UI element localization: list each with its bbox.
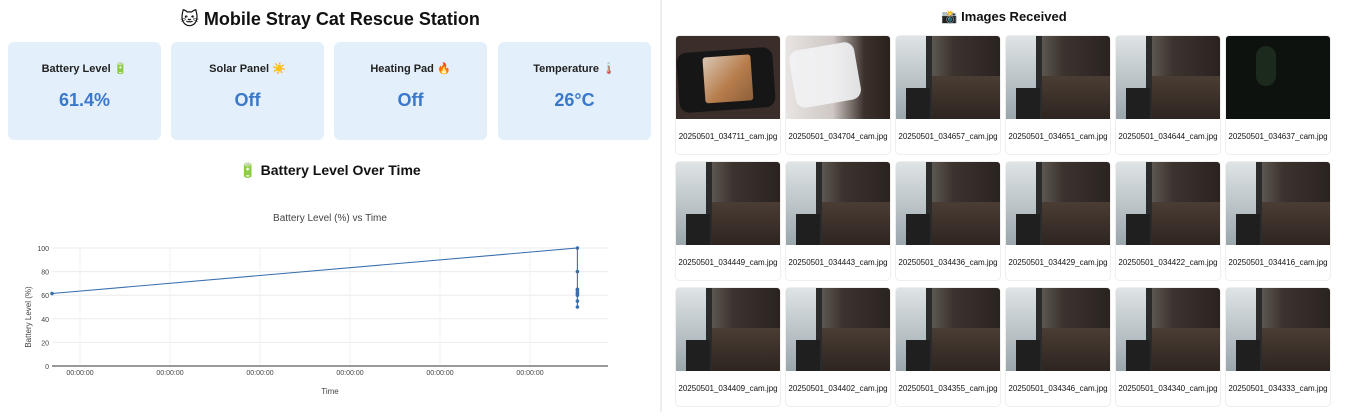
image-card[interactable]: 20250501_034711_cam.jpg bbox=[676, 36, 780, 154]
x-tick-label: 00:00:00 bbox=[516, 370, 543, 377]
image-card[interactable]: 20250501_034333_cam.jpg bbox=[1226, 288, 1330, 406]
image-card[interactable]: 20250501_034651_cam.jpg bbox=[1006, 36, 1110, 154]
image-caption: 20250501_034657_cam.jpg bbox=[898, 132, 998, 141]
image-caption: 20250501_034429_cam.jpg bbox=[1008, 258, 1108, 267]
data-point bbox=[575, 269, 580, 274]
image-caption: 20250501_034402_cam.jpg bbox=[788, 384, 888, 393]
y-tick-label: 0 bbox=[45, 364, 49, 371]
x-tick-label: 00:00:00 bbox=[426, 370, 453, 377]
camera-image[interactable] bbox=[896, 162, 1000, 245]
image-card[interactable]: 20250501_034416_cam.jpg bbox=[1226, 162, 1330, 280]
battery-chart-svg[interactable]: Battery Level (%) vs Time 0 20 40 60 80 100 00:… bbox=[0, 200, 660, 412]
image-card[interactable]: 20250501_034657_cam.jpg bbox=[896, 36, 1000, 154]
heating-value: Off bbox=[397, 90, 424, 110]
image-caption: 20250501_034409_cam.jpg bbox=[678, 384, 778, 393]
gallery-title: 📸 Images Received bbox=[941, 9, 1067, 24]
y-tick-label: 100 bbox=[37, 246, 49, 253]
x-axis-label: Time bbox=[321, 387, 339, 396]
image-card[interactable]: 20250501_034355_cam.jpg bbox=[896, 288, 1000, 406]
camera-image[interactable] bbox=[1006, 288, 1110, 371]
y-tick-label: 80 bbox=[41, 270, 49, 277]
battery-chart[interactable]: Battery Level (%) vs Time 0 20 40 60 80 100 00:… bbox=[0, 200, 660, 412]
camera-image[interactable] bbox=[786, 162, 890, 245]
image-caption: 20250501_034355_cam.jpg bbox=[898, 384, 998, 393]
image-caption: 20250501_034443_cam.jpg bbox=[788, 258, 888, 267]
image-caption: 20250501_034449_cam.jpg bbox=[678, 258, 778, 267]
camera-image[interactable] bbox=[1226, 288, 1330, 371]
camera-image[interactable] bbox=[676, 288, 780, 371]
heating-card: Heating Pad 🔥 Off bbox=[334, 42, 487, 140]
dashboard-panel: 🐱 Mobile Stray Cat Rescue Station Batter… bbox=[0, 0, 660, 412]
data-point bbox=[575, 288, 580, 293]
image-card[interactable]: 20250501_034422_cam.jpg bbox=[1116, 162, 1220, 280]
camera-image[interactable] bbox=[1116, 36, 1220, 119]
camera-image[interactable] bbox=[896, 288, 1000, 371]
image-caption: 20250501_034644_cam.jpg bbox=[1118, 132, 1218, 141]
solar-label: Solar Panel ☀️ bbox=[209, 63, 286, 75]
data-point bbox=[575, 291, 580, 296]
camera-image[interactable] bbox=[1226, 36, 1330, 119]
camera-image[interactable] bbox=[1116, 162, 1220, 245]
image-caption: 20250501_034637_cam.jpg bbox=[1228, 132, 1328, 141]
y-tick-label: 20 bbox=[41, 340, 49, 347]
data-point bbox=[575, 305, 580, 309]
battery-label: Battery Level 🔋 bbox=[41, 63, 128, 75]
x-tick-label: 00:00:00 bbox=[156, 370, 183, 377]
camera-image[interactable] bbox=[1226, 162, 1330, 245]
image-card[interactable]: 20250501_034644_cam.jpg bbox=[1116, 36, 1220, 154]
data-point bbox=[50, 291, 54, 296]
camera-image[interactable] bbox=[786, 288, 890, 371]
image-card[interactable]: 20250501_034346_cam.jpg bbox=[1006, 288, 1110, 406]
panel-divider bbox=[660, 0, 662, 412]
camera-image[interactable] bbox=[676, 162, 780, 245]
image-caption: 20250501_034704_cam.jpg bbox=[788, 132, 888, 141]
temperature-card: Temperature 🌡️ 26°C bbox=[498, 42, 651, 140]
image-caption: 20250501_034711_cam.jpg bbox=[678, 132, 778, 141]
data-point bbox=[575, 246, 580, 250]
battery-card: Battery Level 🔋 61.4% bbox=[8, 42, 161, 140]
image-card[interactable]: 20250501_034704_cam.jpg bbox=[786, 36, 890, 154]
x-tick-label: 00:00:00 bbox=[246, 370, 273, 377]
image-caption: 20250501_034416_cam.jpg bbox=[1228, 258, 1328, 267]
y-tick-label: 40 bbox=[41, 317, 49, 324]
y-axis-label: Battery Level (%) bbox=[24, 286, 33, 348]
image-card[interactable]: 20250501_034443_cam.jpg bbox=[786, 162, 890, 280]
image-card[interactable]: 20250501_034436_cam.jpg bbox=[896, 162, 1000, 280]
image-caption: 20250501_034422_cam.jpg bbox=[1118, 258, 1218, 267]
gallery-panel: 📸 Images Received 20250501_034711_cam.jp… bbox=[662, 0, 1346, 412]
page-title: 🐱 Mobile Stray Cat Rescue Station bbox=[180, 9, 480, 29]
temperature-value: 26°C bbox=[554, 90, 595, 110]
battery-value: 61.4% bbox=[58, 90, 111, 110]
data-point bbox=[575, 299, 580, 303]
chart-title: Battery Level (%) vs Time bbox=[273, 213, 387, 224]
image-caption: 20250501_034333_cam.jpg bbox=[1228, 384, 1328, 393]
y-tick-label: 60 bbox=[41, 293, 49, 300]
image-card[interactable]: 20250501_034402_cam.jpg bbox=[786, 288, 890, 406]
camera-image[interactable] bbox=[1116, 288, 1220, 371]
camera-image[interactable] bbox=[676, 36, 780, 119]
image-card[interactable]: 20250501_034340_cam.jpg bbox=[1116, 288, 1220, 406]
status-cards: Battery Level 🔋 61.4% Solar Panel ☀️ Off… bbox=[8, 42, 652, 140]
image-card[interactable]: 20250501_034637_cam.jpg bbox=[1226, 36, 1330, 154]
camera-image[interactable] bbox=[786, 36, 890, 119]
camera-image[interactable] bbox=[1006, 162, 1110, 245]
camera-image[interactable] bbox=[896, 36, 1000, 119]
series-line bbox=[51, 247, 578, 307]
image-caption: 20250501_034346_cam.jpg bbox=[1008, 384, 1108, 393]
image-caption: 20250501_034436_cam.jpg bbox=[898, 258, 998, 267]
image-caption: 20250501_034651_cam.jpg bbox=[1008, 132, 1108, 141]
heating-label: Heating Pad 🔥 bbox=[370, 63, 451, 75]
chart-section-title: 🔋 Battery Level Over Time bbox=[239, 162, 421, 178]
image-card[interactable]: 20250501_034429_cam.jpg bbox=[1006, 162, 1110, 280]
image-caption: 20250501_034340_cam.jpg bbox=[1118, 384, 1218, 393]
image-card[interactable]: 20250501_034449_cam.jpg bbox=[676, 162, 780, 280]
camera-image[interactable] bbox=[1006, 36, 1110, 119]
temperature-label: Temperature 🌡️ bbox=[533, 63, 616, 75]
solar-value: Off bbox=[234, 90, 261, 110]
image-card[interactable]: 20250501_034409_cam.jpg bbox=[676, 288, 780, 406]
solar-card: Solar Panel ☀️ Off bbox=[171, 42, 324, 140]
x-tick-label: 00:00:00 bbox=[336, 370, 363, 377]
x-tick-label: 00:00:00 bbox=[66, 370, 93, 377]
